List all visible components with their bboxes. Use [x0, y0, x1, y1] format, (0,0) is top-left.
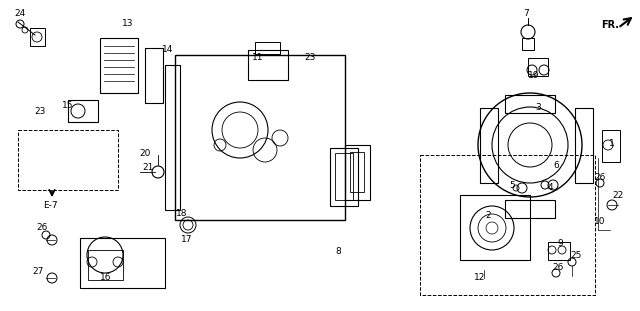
- Text: 16: 16: [100, 273, 112, 282]
- Bar: [522, 38, 534, 50]
- Text: 24: 24: [14, 10, 26, 18]
- Bar: [602, 130, 620, 162]
- Bar: [505, 95, 555, 113]
- Text: 11: 11: [252, 53, 264, 63]
- Text: 23: 23: [304, 53, 316, 63]
- Text: 4: 4: [547, 183, 553, 193]
- Text: 12: 12: [474, 273, 486, 282]
- Bar: [420, 155, 595, 295]
- Text: 20: 20: [140, 148, 150, 157]
- Text: 1: 1: [609, 140, 615, 148]
- Text: 19: 19: [528, 72, 540, 81]
- Bar: [480, 108, 498, 183]
- Text: 17: 17: [181, 235, 193, 244]
- Text: 18: 18: [176, 210, 188, 219]
- Text: 3: 3: [535, 104, 541, 113]
- Bar: [528, 58, 548, 76]
- Bar: [248, 50, 288, 80]
- Bar: [88, 250, 123, 280]
- Bar: [68, 100, 98, 122]
- Text: 23: 23: [35, 108, 45, 117]
- Bar: [575, 108, 593, 183]
- Bar: [165, 65, 180, 210]
- Bar: [460, 195, 530, 260]
- Text: 2: 2: [485, 211, 491, 220]
- Bar: [345, 145, 370, 200]
- Text: 10: 10: [595, 217, 605, 226]
- Text: 6: 6: [553, 160, 559, 169]
- Text: 5: 5: [509, 182, 515, 191]
- Text: 21: 21: [142, 163, 154, 171]
- Bar: [145, 48, 163, 103]
- Bar: [505, 200, 555, 218]
- Text: 25: 25: [570, 250, 582, 259]
- Bar: [255, 42, 280, 54]
- Text: 26: 26: [36, 224, 48, 233]
- Text: 7: 7: [523, 10, 529, 18]
- Bar: [80, 238, 165, 288]
- Text: 8: 8: [335, 248, 341, 257]
- Bar: [548, 242, 570, 260]
- Bar: [100, 38, 138, 93]
- Bar: [18, 130, 118, 190]
- Text: 27: 27: [32, 267, 44, 276]
- Bar: [350, 152, 364, 192]
- Bar: [330, 148, 358, 206]
- Bar: [175, 55, 345, 220]
- Bar: [30, 28, 45, 46]
- Text: 22: 22: [612, 192, 623, 201]
- Text: 14: 14: [163, 45, 173, 54]
- Text: 26: 26: [595, 173, 605, 182]
- Text: 9: 9: [557, 239, 563, 248]
- Text: 15: 15: [62, 101, 74, 110]
- Text: 13: 13: [122, 20, 134, 29]
- Text: FR.: FR.: [601, 20, 619, 30]
- Bar: [335, 153, 353, 200]
- Text: 26: 26: [552, 263, 564, 272]
- Text: E-7: E-7: [43, 202, 58, 211]
